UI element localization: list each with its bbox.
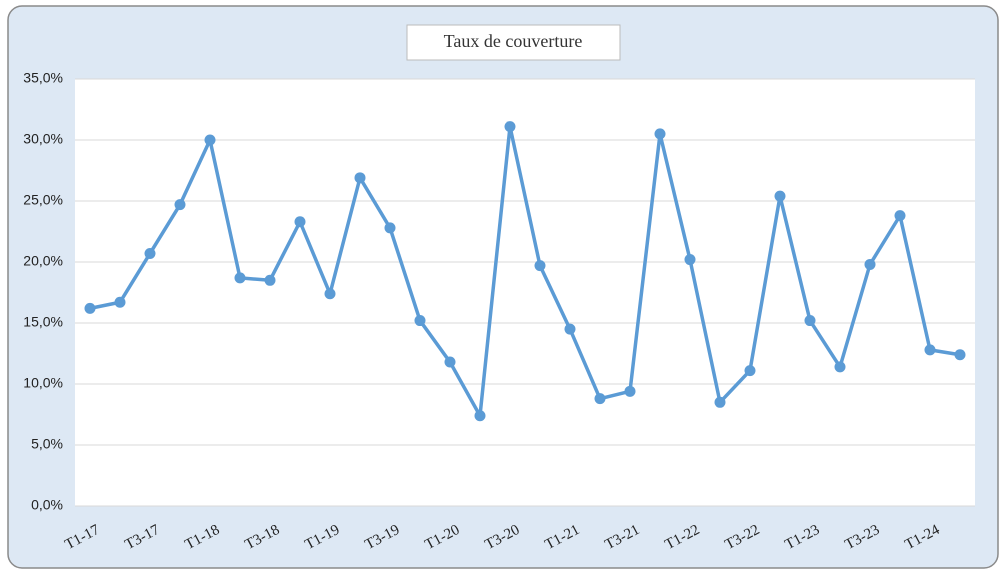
data-point xyxy=(354,172,366,184)
series-line xyxy=(89,124,961,418)
data-point xyxy=(504,121,516,133)
data-point xyxy=(744,365,756,377)
chart-title: Taux de couverture xyxy=(444,31,583,51)
y-tick-label: 25,0% xyxy=(23,192,63,208)
data-point xyxy=(294,216,306,228)
data-point xyxy=(414,315,426,327)
data-point xyxy=(384,222,396,234)
title-box xyxy=(406,24,621,61)
plot-area xyxy=(75,79,975,506)
y-tick-label: 30,0% xyxy=(23,131,63,147)
data-point xyxy=(954,349,966,361)
data-point xyxy=(474,410,486,422)
data-point xyxy=(114,296,126,308)
data-point xyxy=(864,258,876,270)
data-point xyxy=(564,323,576,335)
data-point xyxy=(534,260,546,272)
data-point xyxy=(144,247,156,259)
data-point xyxy=(594,393,606,405)
y-tick-label: 0,0% xyxy=(31,497,63,513)
data-point xyxy=(444,356,456,368)
data-point xyxy=(684,254,696,266)
data-point xyxy=(924,344,936,356)
data-point xyxy=(264,274,276,286)
data-point xyxy=(84,302,96,314)
data-point xyxy=(894,210,906,222)
data-point xyxy=(624,385,636,397)
y-tick-label: 10,0% xyxy=(23,375,63,391)
y-tick-label: 35,0% xyxy=(23,70,63,86)
data-point xyxy=(774,190,786,202)
data-point xyxy=(324,288,336,300)
data-point xyxy=(804,315,816,327)
y-tick-label: 20,0% xyxy=(23,253,63,269)
data-point xyxy=(174,199,186,211)
data-point xyxy=(204,134,216,146)
data-point xyxy=(714,396,726,408)
y-tick-label: 15,0% xyxy=(23,314,63,330)
data-point xyxy=(234,272,246,284)
data-point xyxy=(834,361,846,373)
data-point xyxy=(654,128,666,140)
y-tick-label: 5,0% xyxy=(31,436,63,452)
